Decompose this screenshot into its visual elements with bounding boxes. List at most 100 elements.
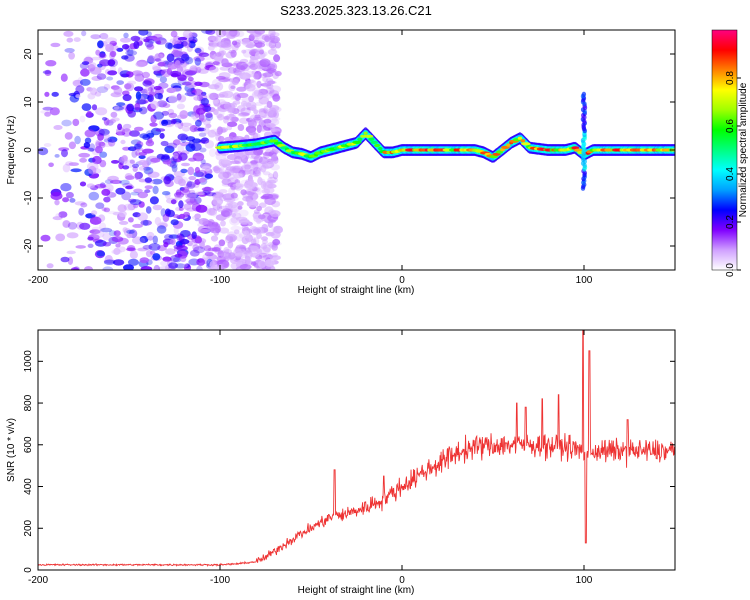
noise-blob: [44, 111, 51, 117]
snr-x-label: Height of straight line (km): [298, 585, 415, 596]
noise-blob: [253, 89, 260, 97]
noise-blob: [53, 125, 63, 130]
noise-blob: [142, 219, 149, 226]
noise-blob: [240, 189, 247, 196]
noise-blob: [91, 76, 102, 81]
noise-blob: [40, 234, 51, 242]
noise-blob: [70, 168, 82, 173]
noise-blob: [231, 40, 238, 46]
heatmap-x-ticks: -200 -100 0 100: [28, 30, 593, 286]
noise-blob: [232, 100, 241, 105]
noise-blob: [66, 232, 79, 239]
noise-blob: [229, 93, 237, 101]
noise-blob: [142, 244, 153, 250]
noise-blob: [174, 60, 181, 69]
noise-blob: [208, 66, 219, 73]
noise-blob: [205, 112, 213, 119]
noise-blob: [166, 209, 175, 218]
noise-blob: [262, 93, 273, 100]
noise-blob: [275, 41, 282, 49]
noise-blob: [194, 62, 206, 72]
noise-blob: [254, 226, 265, 235]
noise-blob: [236, 92, 249, 98]
noise-blob: [270, 255, 281, 261]
noise-blob: [84, 266, 93, 270]
noise-blob: [173, 257, 182, 263]
noise-blob: [107, 58, 118, 68]
noise-blob: [169, 160, 178, 169]
noise-blob: [203, 126, 210, 135]
noise-blob: [101, 142, 113, 147]
noise-blob: [97, 214, 106, 222]
noise-blob: [100, 227, 113, 233]
noise-blob: [207, 129, 217, 138]
noise-blob: [63, 30, 74, 37]
figure-title: S233.2025.323.13.26.C21: [280, 3, 432, 18]
noise-blob: [248, 48, 260, 52]
noise-blob: [243, 230, 250, 239]
noise-blob: [133, 41, 140, 49]
noise-blob: [117, 204, 127, 213]
noise-blob: [252, 173, 259, 178]
noise-blob: [179, 255, 187, 263]
noise-blob: [212, 61, 220, 66]
noise-blob: [125, 185, 133, 190]
noise-blob: [88, 191, 100, 201]
noise-blob: [48, 162, 54, 168]
noise-blob: [147, 95, 153, 101]
heatmap-marks: [38, 30, 675, 270]
noise-blob: [54, 199, 60, 206]
noise-blob: [227, 172, 235, 180]
noise-blob: [253, 36, 259, 43]
noise-blob: [212, 93, 225, 98]
noise-blob: [96, 86, 109, 93]
noise-blob: [191, 111, 199, 116]
noise-blob: [144, 185, 153, 190]
noise-blob: [198, 52, 210, 58]
noise-blob: [112, 259, 125, 266]
noise-blob: [218, 91, 229, 98]
noise-blob: [89, 143, 96, 152]
noise-blob: [109, 179, 122, 184]
noise-blob: [61, 149, 68, 158]
ridge-core: [357, 137, 363, 141]
colorbar-ticks: 0.0 0.2 0.4 0.6 0.8: [725, 71, 741, 277]
noise-blob: [200, 97, 209, 106]
noise-blob: [251, 261, 257, 266]
noise-blob: [145, 85, 152, 94]
noise-blob: [136, 147, 144, 152]
noise-blob: [272, 93, 281, 102]
noise-blob: [152, 185, 159, 195]
noise-blob: [238, 112, 250, 117]
noise-blob: [185, 193, 197, 200]
noise-blob: [197, 222, 205, 227]
noise-blob: [132, 166, 138, 173]
noise-blob: [239, 117, 250, 124]
noise-blob: [270, 230, 281, 239]
noise-blob: [137, 212, 149, 221]
noise-blob: [264, 258, 275, 267]
noise-blob: [195, 119, 202, 127]
noise-blob: [261, 252, 270, 260]
vertical-feature: [581, 91, 587, 97]
noise-blob: [159, 76, 167, 83]
noise-blob: [168, 262, 179, 269]
noise-blob: [123, 203, 134, 211]
noise-blob: [142, 80, 152, 87]
noise-blob: [138, 159, 148, 166]
noise-blob: [118, 246, 126, 253]
noise-blob: [205, 30, 216, 35]
noise-blob: [127, 80, 137, 85]
noise-blob: [223, 102, 236, 110]
noise-blob: [89, 216, 102, 225]
noise-blob: [103, 138, 113, 143]
noise-blob: [184, 263, 191, 269]
ridge-core: [363, 134, 374, 138]
ridge-core: [506, 143, 511, 147]
noise-blob: [149, 196, 159, 205]
noise-blob: [38, 147, 49, 156]
heatmap-y-ticks: -20 -10 0 10 20: [23, 48, 675, 253]
noise-blob: [236, 105, 246, 112]
noise-blob: [258, 119, 266, 128]
